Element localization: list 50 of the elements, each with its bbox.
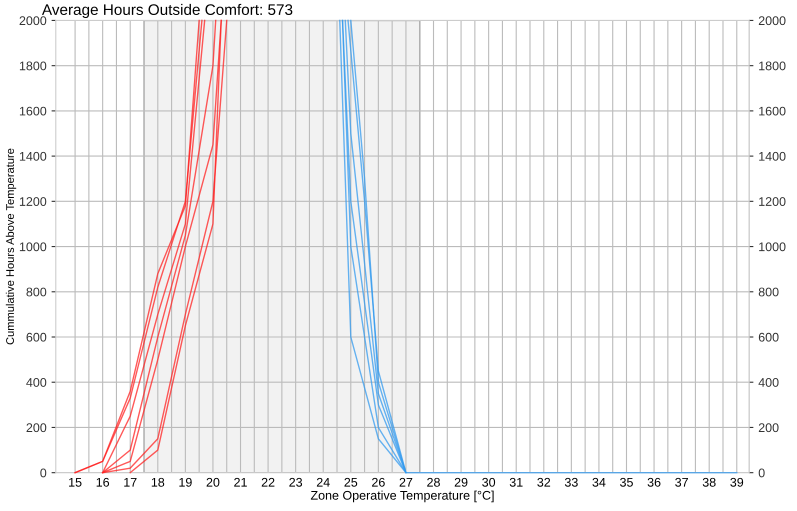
x-tick-label: 28: [427, 478, 440, 487]
x-tick-label: 32: [537, 478, 550, 487]
x-tick-label: 35: [620, 478, 633, 487]
x-tick-label: 34: [592, 478, 606, 487]
y2-tick-label: 400: [758, 378, 779, 387]
y2-tick-label: 200: [758, 423, 779, 432]
y-tick-label: 0: [40, 468, 46, 478]
y2-tick-label: 1600: [759, 106, 786, 116]
y-tick-label: 2000: [20, 16, 46, 26]
x-tick-label: 33: [564, 478, 578, 487]
x-tick-label: 25: [344, 478, 358, 487]
x-tick-label: 38: [702, 478, 716, 487]
y2-tick-label: 1400: [759, 152, 786, 161]
x-tick-label: 30: [482, 478, 496, 487]
x-tick-label: 39: [730, 478, 744, 487]
y-tick-label: 1600: [20, 106, 46, 116]
y-tick-label: 200: [26, 423, 46, 432]
y2-tick-label: 2000: [758, 16, 786, 26]
x-tick-label: 21: [234, 478, 247, 487]
y2-tick-label: 1800: [759, 61, 786, 70]
x-tick-label: 15: [69, 478, 82, 487]
x-tick-label: 36: [648, 478, 660, 487]
x-tick-label: 27: [400, 478, 412, 487]
y-tick-label: 800: [26, 288, 46, 296]
y2-tick-label: 800: [758, 288, 779, 296]
x-tick-label: 37: [675, 478, 688, 487]
y-tick-label: 400: [26, 378, 46, 387]
x-tick-label: 26: [372, 478, 385, 487]
x-axis-title: Zone Operative Temperature [°C]: [310, 490, 494, 502]
x-tick-label: 29: [454, 478, 468, 487]
y-tick-label: 1400: [20, 152, 46, 161]
y-tick-label: 1000: [20, 242, 46, 252]
x-tick-label: 23: [289, 478, 302, 487]
y2-tick-label: 600: [758, 332, 779, 342]
x-tick-label: 16: [96, 478, 110, 487]
x-tick-label: 18: [152, 478, 164, 487]
y-tick-label: 1800: [20, 61, 46, 70]
x-tick-label: 19: [179, 478, 192, 487]
chart-title: Average Hours Outside Comfort: 573: [42, 4, 292, 18]
y2-tick-label: 0: [758, 468, 765, 478]
y2-tick-label: 1000: [759, 242, 786, 252]
y-axis-title: Cummulative Hours Above Temperature: [6, 148, 16, 344]
x-tick-label: 31: [510, 478, 523, 487]
y-tick-label: 1200: [20, 197, 46, 206]
x-tick-label: 20: [206, 478, 220, 487]
x-tick-label: 17: [124, 478, 137, 487]
y2-tick-label: 1200: [759, 197, 786, 206]
x-tick-label: 22: [262, 478, 274, 487]
y-tick-label: 600: [26, 332, 46, 342]
x-tick-label: 24: [316, 478, 330, 487]
